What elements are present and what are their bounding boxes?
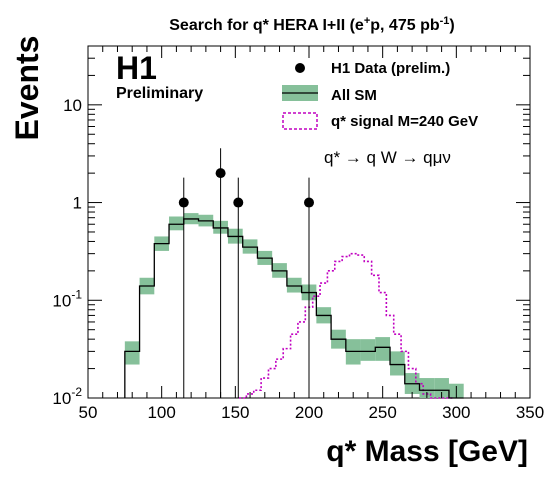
axes: 50 100 150 200 250 300 350 10-2 10-1 1 10 [52,45,544,422]
preliminary-label: Preliminary [116,85,203,102]
data-point-marker [178,197,189,208]
data-point [178,177,189,398]
x-tick-label: 100 [147,403,175,422]
data-point [215,148,226,398]
data-point-marker [215,168,226,179]
legend: H1 Data (prelim.) All SM q* signal M=240… [282,60,478,130]
y-tick-label: 10-1 [52,287,82,310]
y-tick-label: 10 [63,96,82,115]
x-axis-label: q* Mass [GeV] [326,435,528,468]
x-tick-label: 350 [516,403,544,422]
data-points [178,148,314,398]
x-tick-label: 150 [221,403,249,422]
x-tick-label: 200 [295,403,323,422]
sm-histogram [124,218,464,399]
x-tick-label: 250 [368,403,396,422]
data-point [304,177,314,398]
sm-band-bin [390,351,405,376]
legend-sm-label: All SM [331,87,377,104]
sm-band-bin [286,277,302,293]
sm-band-bin [434,378,449,398]
decay-label: q* → q W → qμν [324,148,451,167]
chart-title: Search for q* HERA I+II (e+p, 475 pb-1) [169,15,454,34]
x-tick-label: 50 [79,403,98,422]
legend-data-label: H1 Data (prelim.) [331,60,450,77]
sm-band-bin [375,337,391,361]
legend-data-marker [295,63,305,73]
signal-histogram [239,252,453,399]
sm-band-bin [360,339,376,361]
data-point-marker [304,197,314,208]
legend-signal-box [282,112,318,130]
y-tick-label: 1 [73,194,82,213]
data-point [233,177,244,398]
x-tick-label: 300 [442,403,470,422]
signal-histogram-line [239,252,453,399]
h1-logo: H1 [116,50,157,86]
y-axis-label: Events [9,36,45,141]
legend-signal-label: q* signal M=240 GeV [331,113,478,130]
sm-histogram-line [124,218,464,399]
sm-band-bin [124,341,140,365]
data-point-marker [233,197,244,208]
sm-band-bin [419,378,435,398]
sm-band-bin [169,216,184,231]
y-tick-label: 10-2 [52,385,82,408]
